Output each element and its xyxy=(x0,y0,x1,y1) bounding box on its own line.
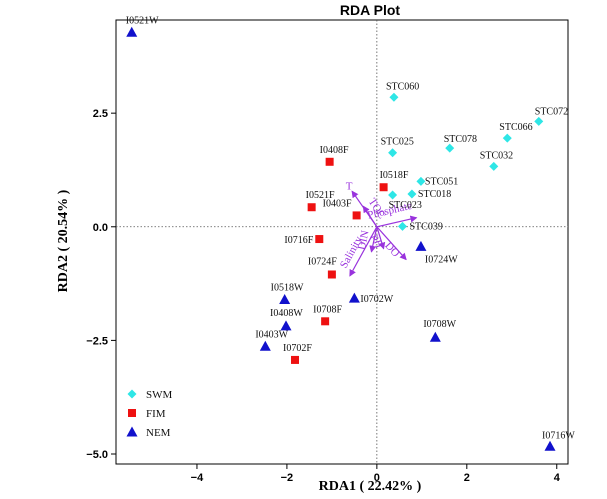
point-i0518f xyxy=(379,183,388,192)
point-i0702f xyxy=(291,355,300,364)
legend-marker-fim xyxy=(128,409,136,417)
y-tick-label: 2.5 xyxy=(93,108,108,120)
point-label-i0708w: I0708W xyxy=(423,319,456,330)
y-tick-label: 0.0 xyxy=(93,222,108,234)
point-stc018 xyxy=(407,189,417,199)
point-i0716w xyxy=(544,440,556,451)
point-label-i0702f: I0702F xyxy=(283,343,312,354)
vector-label-din: DIN xyxy=(356,229,372,251)
x-tick-label: 2 xyxy=(464,472,470,484)
reference-lines xyxy=(116,20,568,464)
point-label-i0702w: I0702W xyxy=(360,294,393,305)
point-label-stc060: STC060 xyxy=(386,81,419,92)
vector-arrow-din xyxy=(369,226,378,253)
point-label-i0408f: I0408F xyxy=(320,145,349,156)
x-axis-label: RDA1 ( 22.42% ) xyxy=(319,479,422,494)
point-i0702w xyxy=(348,292,360,303)
point-stc060 xyxy=(389,92,399,102)
point-stc051 xyxy=(416,176,426,186)
point-label-i0521f: I0521F xyxy=(306,190,335,201)
legend-marker-swm xyxy=(127,389,137,399)
point-label-i0518w: I0518W xyxy=(271,282,304,293)
vector-label-salinity: Salinity xyxy=(338,234,365,270)
point-label-i0716w: I0716W xyxy=(542,430,575,441)
y-tick-label: −5.0 xyxy=(86,449,108,461)
vector-arrow-ph xyxy=(376,226,386,250)
axis-ticks: −4 −2 0 2 4 2.5 0.0 −2.5 −5.0 xyxy=(86,108,560,484)
vector-label-t: T xyxy=(346,180,353,192)
vector-label-ph: pH xyxy=(370,233,385,249)
point-label-stc072: STC072 xyxy=(535,106,568,117)
point-label-stc018: STC018 xyxy=(418,189,451,200)
point-i0708w xyxy=(429,331,441,342)
point-i0403w xyxy=(259,340,271,351)
point-stc072 xyxy=(534,116,544,126)
point-i0724f xyxy=(327,270,336,279)
point-label-i0716f: I0716F xyxy=(284,235,313,246)
point-i0521f xyxy=(307,203,316,212)
point-label-stc051: STC051 xyxy=(425,176,458,187)
y-tick-label: −2.5 xyxy=(86,335,108,347)
point-label-i0724f: I0724F xyxy=(308,256,337,267)
point-stc032 xyxy=(489,161,499,171)
point-i0403f xyxy=(352,211,361,220)
vector-label-do: DO xyxy=(382,240,402,260)
point-label-i0408w: I0408W xyxy=(270,308,303,319)
point-i0408w xyxy=(280,320,292,331)
point-label-stc078: STC078 xyxy=(444,134,477,145)
point-i0716f xyxy=(315,235,324,244)
plot-frame xyxy=(115,19,569,465)
legend-label-nem: NEM xyxy=(146,427,171,439)
chart-title: RDA Plot xyxy=(340,2,400,18)
vector-arrow-do xyxy=(376,226,407,261)
point-i0518w xyxy=(279,293,291,304)
vector-arrow-phosphate xyxy=(376,215,418,228)
point-label-i0403f: I0403F xyxy=(323,198,352,209)
point-label-i0518f: I0518F xyxy=(380,170,409,181)
point-label-i0708f: I0708F xyxy=(313,304,342,315)
x-tick-label: 0 xyxy=(374,472,380,484)
point-stc066 xyxy=(502,133,512,143)
legend: SWM FIM NEM xyxy=(126,389,173,439)
point-label-i0403w: I0403W xyxy=(255,329,288,340)
point-i0724w xyxy=(415,240,427,251)
point-label-stc039: STC039 xyxy=(409,221,442,232)
vector-arrow-toc xyxy=(362,205,378,228)
point-label-stc032: STC032 xyxy=(480,150,513,161)
legend-label-swm: SWM xyxy=(146,389,173,401)
x-tick-label: 4 xyxy=(554,472,561,484)
point-label-i0724w: I0724W xyxy=(425,254,458,265)
point-i0708f xyxy=(321,317,330,326)
point-i0408f xyxy=(325,157,334,166)
point-stc078 xyxy=(445,143,455,153)
vector-arrow-salinity xyxy=(349,226,378,277)
x-tick-label: −2 xyxy=(281,472,294,484)
legend-label-fim: FIM xyxy=(146,408,166,420)
point-i0521w xyxy=(126,26,138,37)
y-axis-label: RDA2 ( 20.54% ) xyxy=(56,189,71,292)
point-label-i0521w: I0521W xyxy=(126,15,159,26)
point-label-stc066: STC066 xyxy=(499,122,532,133)
point-stc025 xyxy=(388,148,398,158)
x-tick-label: −4 xyxy=(191,472,204,484)
point-stc039 xyxy=(397,221,407,231)
point-label-stc023: STC023 xyxy=(389,200,422,211)
legend-marker-nem xyxy=(126,426,138,437)
point-stc023 xyxy=(388,190,398,200)
point-label-stc025: STC025 xyxy=(381,137,414,148)
series-nem: I0521W I0724W I0518W I0702W I0408W I0708W I040… xyxy=(126,15,575,451)
